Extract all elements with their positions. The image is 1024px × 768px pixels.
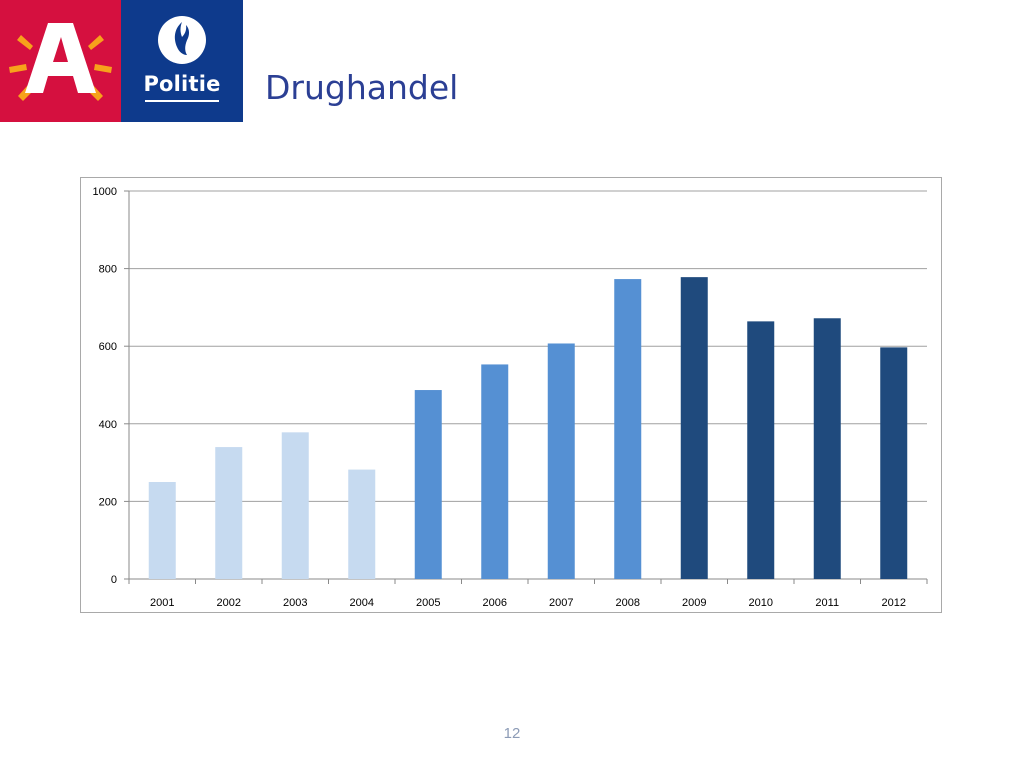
x-tick-label: 2010 (749, 597, 773, 609)
bar-2004 (348, 469, 376, 579)
bar-2001 (148, 482, 176, 579)
x-tick-label: 2002 (217, 597, 241, 609)
page-number: 12 (503, 725, 521, 742)
bar-2011 (813, 318, 841, 579)
bar-chart: 0 200 400 600 800 1000 2001 2002 2003 2004 2005 200… (93, 186, 928, 609)
y-tick-label: 600 (99, 341, 117, 353)
x-tick-label: 2004 (350, 597, 374, 609)
police-logo-label: Politie (143, 72, 221, 96)
x-tick-label: 2005 (416, 597, 440, 609)
bar-2002 (215, 447, 243, 579)
x-tick-label: 2003 (283, 597, 307, 609)
x-tick-label: 2008 (616, 597, 640, 609)
bar-2010 (747, 321, 775, 579)
police-flame-icon (158, 16, 206, 64)
police-logo: Politie (121, 0, 243, 122)
x-tick-label: 2001 (150, 597, 174, 609)
bar-2007 (547, 343, 575, 579)
bar-2003 (281, 432, 309, 579)
bar-2009 (680, 277, 708, 579)
police-logo-underline (145, 100, 219, 102)
x-tick-label: 2009 (682, 597, 706, 609)
y-tick-label: 200 (99, 496, 117, 508)
chart-frame: 0 200 400 600 800 1000 2001 2002 2003 2004 2005 200… (80, 177, 942, 613)
y-tick-label: 800 (99, 264, 117, 276)
x-tick-label: 2011 (815, 597, 839, 609)
bar-2006 (481, 364, 509, 579)
x-tick-label: 2006 (483, 597, 507, 609)
y-tick-label: 1000 (93, 186, 117, 198)
y-tick-label: 400 (99, 419, 117, 431)
bar-2008 (614, 279, 642, 579)
slide-title: Drughandel (265, 68, 459, 107)
x-tick-label: 2007 (549, 597, 573, 609)
bar-2012 (880, 347, 908, 579)
x-tick-label: 2012 (882, 597, 906, 609)
antwerp-a-logo-icon (9, 23, 112, 101)
y-tick-label: 0 (111, 574, 117, 586)
bar-2005 (414, 390, 442, 579)
antwerp-logo (0, 0, 121, 122)
